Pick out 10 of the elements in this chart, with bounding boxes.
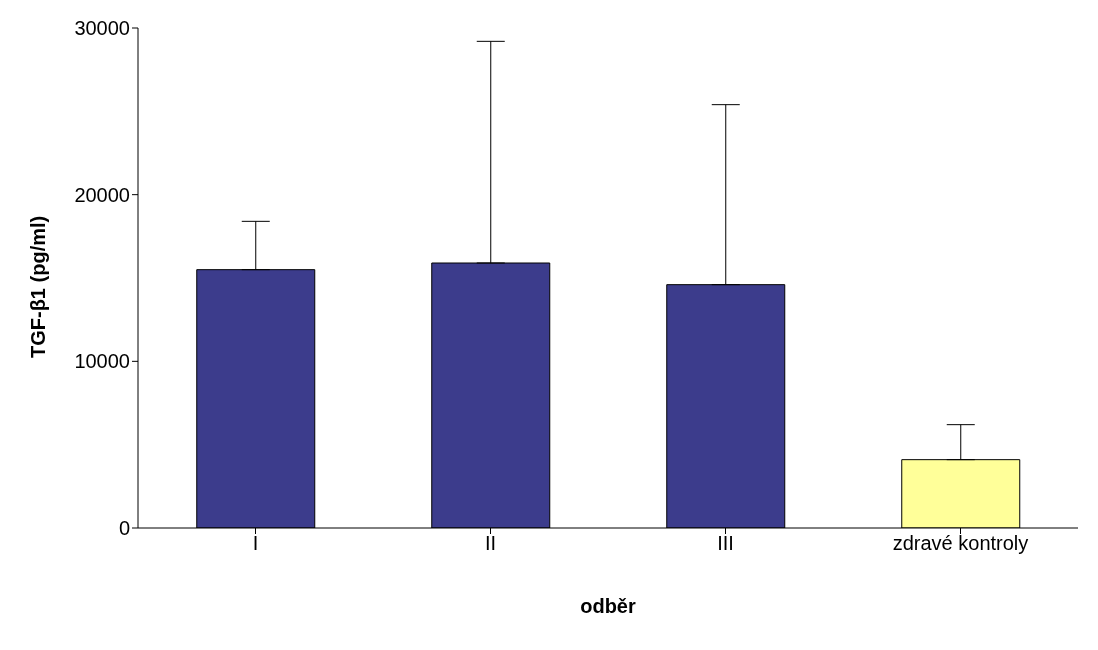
y-tick-label: 0	[118, 517, 130, 540]
x-axis-title: odběr	[580, 595, 636, 617]
y-axis-title: TGF-β1 (pg/ml)	[27, 215, 50, 358]
x-tick-label: III	[717, 532, 734, 555]
x-tick-label: zdravé kontroly	[892, 532, 1029, 555]
y-tick-label: 10000	[74, 350, 130, 373]
x-tick-label: II	[484, 532, 497, 555]
x-tick-label: I	[252, 532, 259, 555]
y-tick-label: 30000	[74, 17, 130, 40]
y-tick-label: 20000	[74, 183, 130, 206]
